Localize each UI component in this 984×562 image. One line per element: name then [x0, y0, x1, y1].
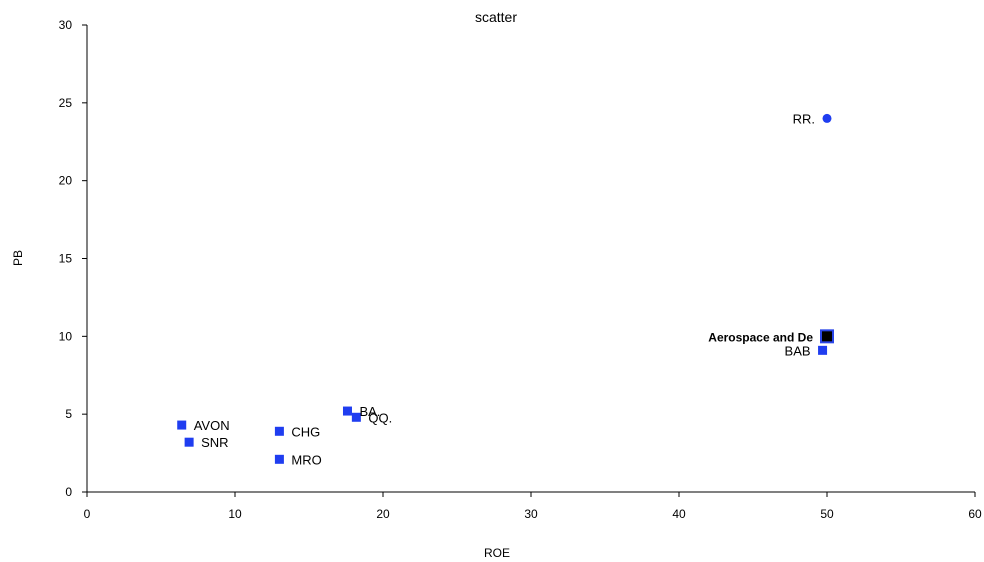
- label-bab: BAB: [785, 343, 811, 358]
- label-mro: MRO: [291, 452, 321, 467]
- point-snr: [184, 437, 194, 447]
- y-tick-label: 10: [59, 329, 73, 343]
- point-rr: [822, 113, 832, 123]
- x-tick-label: 50: [820, 507, 834, 521]
- x-tick-label: 40: [672, 507, 686, 521]
- label-aerospace-and-de: Aerospace and De: [708, 330, 813, 344]
- data-points: [177, 113, 834, 464]
- x-tick-label: 60: [968, 507, 982, 521]
- point-bab: [818, 345, 828, 355]
- x-tick-label: 20: [376, 507, 390, 521]
- point-qq: [351, 412, 361, 422]
- y-axis-label: PB: [11, 250, 25, 266]
- label-ba: BA.: [359, 404, 380, 419]
- label-avon: AVON: [194, 418, 230, 433]
- x-tick-label: 10: [228, 507, 242, 521]
- y-tick-label: 30: [59, 18, 73, 32]
- label-chg: CHG: [291, 424, 320, 439]
- point-chg: [274, 426, 284, 436]
- point-mro: [274, 454, 284, 464]
- chart-title: scatter: [475, 9, 517, 25]
- label-rr: RR.: [793, 111, 815, 126]
- y-tick-label: 20: [59, 174, 73, 188]
- y-tick-label: 0: [65, 485, 72, 499]
- point-ba: [342, 406, 352, 416]
- y-tick-label: 5: [65, 407, 72, 421]
- y-ticks: 0 5 10 15 20 25 30: [59, 18, 87, 499]
- label-snr: SNR: [201, 435, 228, 450]
- x-axis-label: ROE: [484, 546, 510, 560]
- x-tick-label: 30: [524, 507, 538, 521]
- y-tick-label: 15: [59, 252, 73, 266]
- label-qq: QQ.: [368, 410, 392, 425]
- x-tick-label: 0: [84, 507, 91, 521]
- point-avon: [177, 420, 187, 430]
- point-aerospace-and-de: [822, 331, 832, 342]
- y-tick-label: 25: [59, 96, 73, 110]
- x-ticks: 0 10 20 30 40 50 60: [84, 492, 982, 521]
